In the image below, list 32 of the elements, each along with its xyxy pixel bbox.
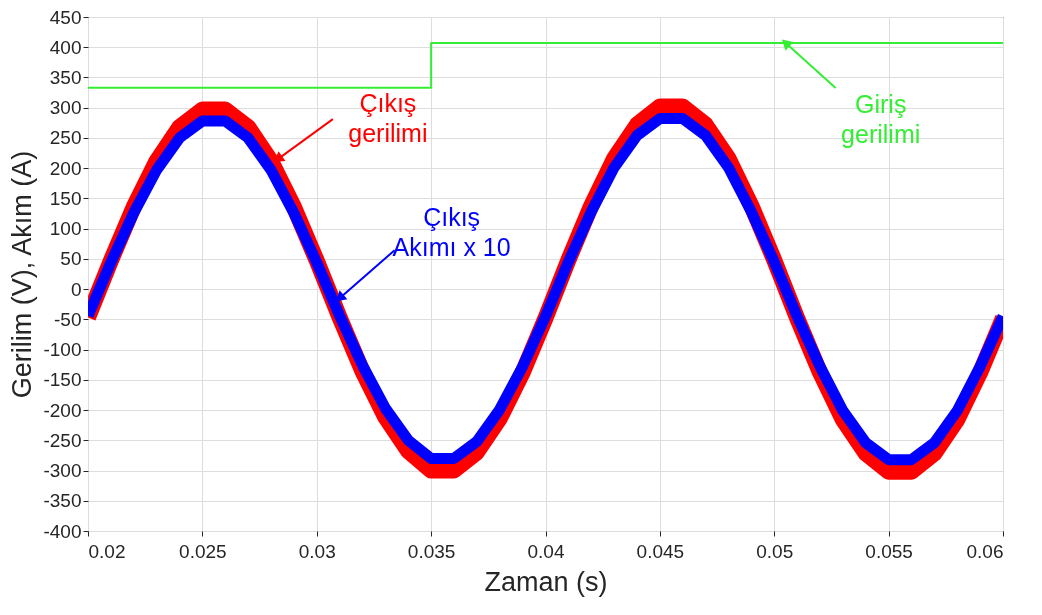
x-tick-label: 0.03 [298,540,336,562]
y-tick-label: 200 [49,157,82,179]
x-tick-label: 0.02 [88,540,126,562]
y-tick-label: 450 [49,6,82,28]
y-tick-label: 350 [49,66,82,88]
y-tick-label: -100 [43,339,82,361]
x-tick-label: 0.055 [865,540,913,562]
y-tick-label: -250 [43,429,82,451]
y-tick-label: 250 [49,127,82,149]
x-tick-label: 0.045 [636,540,685,562]
annotation: Giriş gerilimi [841,90,921,148]
y-tick-label: -400 [43,520,82,542]
x-tick-label: 0.04 [527,540,565,562]
annotation: Çıkış Akımı x 10 [392,203,511,262]
y-tick-label: -200 [43,399,82,421]
y-tick-label: -150 [43,369,82,391]
y-tick-label: 150 [49,187,82,209]
y-tick-label: 0 [70,278,82,300]
y-tick-label: 50 [60,248,82,270]
x-tick-label: 0.025 [179,540,227,562]
y-axis-title: Gerilim (V), Akım (A) [7,150,38,399]
annotation: Çıkış gerilimi [348,89,428,148]
y-tick-label: -50 [54,308,82,330]
y-tick-label: 100 [49,218,82,240]
y-tick-label: -300 [43,460,82,482]
x-tick-label: 0.06 [966,540,1004,562]
y-tick-label: -350 [43,490,82,512]
x-axis-title: Zaman (s) [484,566,608,597]
x-tick-label: 0.035 [407,540,456,562]
y-tick-label: 300 [49,97,82,119]
y-tick-label: 400 [49,36,82,58]
x-tick-label: 0.05 [756,540,794,562]
